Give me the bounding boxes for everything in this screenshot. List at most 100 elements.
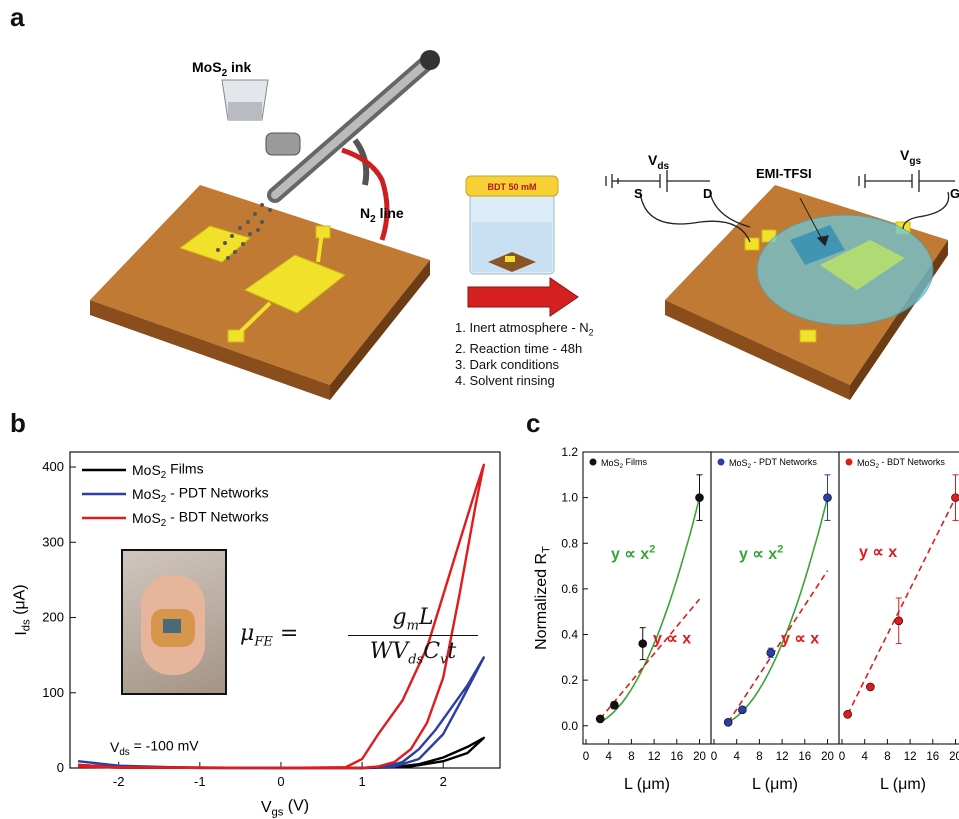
data-point-c: [723, 718, 733, 727]
x-tick-label-c: 8: [756, 751, 762, 763]
fit-line-c-1-0: [727, 497, 829, 723]
legend-marker-c-1: [717, 458, 725, 466]
panel-label-c: c: [526, 408, 541, 438]
n2-label-sub: 2: [370, 214, 376, 225]
x-tick-label-c: 0: [839, 751, 845, 763]
y-tick-label-c: 0.8: [561, 536, 578, 550]
x-tick-label-c: 8: [884, 751, 890, 763]
electrodes-left: [178, 225, 346, 343]
process-step-4: 4. Solvent rinsing: [455, 372, 555, 388]
gate-label: G: [950, 186, 959, 201]
fit-label-c-1-1: y ∝ x: [781, 631, 819, 648]
active-area-shape: [163, 619, 181, 633]
x-tick-label-c: 0: [711, 751, 717, 763]
svg-text:N2 line: N2 line: [360, 205, 404, 225]
x-axis-label-c-2: L (μm): [880, 776, 926, 793]
x-tick-label-c: 12: [648, 751, 661, 763]
electrolyte-drop: [756, 214, 934, 326]
bdt-jar-icon: [465, 175, 559, 275]
legend-label-c-0: MoS2 Films: [601, 457, 648, 470]
data-point-c: [843, 710, 852, 719]
y-tick-label-b: 0: [57, 760, 64, 775]
legend-label-b-1: MoS2 - PDT Networks: [132, 485, 269, 505]
panel-label-a: a: [10, 2, 25, 32]
fit-line-c-0-0: [599, 497, 701, 723]
fit-line-c-0-1: [599, 598, 701, 720]
schematic-panel-a: MoS2 ink N2 line BDT 50 mM: [90, 50, 959, 400]
y-tick-label-b: 400: [42, 459, 64, 474]
process-step-2: 2. Reaction time - 48h: [455, 340, 583, 356]
vds-annotation: Vds = -100 mV: [110, 738, 199, 758]
x-tick-label-b: -2: [113, 774, 125, 789]
x-tick-label-c: 4: [733, 751, 740, 763]
data-point-c: [595, 714, 605, 724]
y-tick-label-b: 200: [42, 610, 64, 625]
data-point-c: [823, 493, 832, 502]
ink-beaker-icon: [221, 79, 269, 121]
fit-label-c-2-0: y ∝ x: [859, 544, 897, 561]
fit-line-c-2-0: [846, 497, 957, 715]
x-tick-label-c: 4: [605, 751, 612, 763]
electrolyte-label: EMI-TFSI: [756, 166, 812, 181]
x-tick-label-b: 2: [440, 774, 447, 789]
panel-label-b: b: [10, 408, 26, 438]
y-tick-label-b: 300: [42, 534, 64, 549]
y-tick-label-c: 0.6: [561, 582, 578, 596]
data-point-c: [695, 493, 704, 502]
process-step-1: 1. Inert atmosphere - N2: [455, 320, 594, 338]
x-axis-label-b: Vgs (V): [261, 798, 309, 819]
data-point-c: [610, 700, 619, 710]
x-tick-label-c: 16: [670, 751, 683, 763]
process-steps: 1. Inert atmosphere - N2 2. Reaction tim…: [455, 320, 594, 389]
ink-label-sub: 2: [222, 68, 228, 79]
x-tick-label-c: 0: [583, 751, 589, 763]
jar-label: BDT 50 mM: [487, 182, 536, 192]
subplot-frame-c-0: [582, 451, 712, 745]
legend-marker-c-0: [589, 458, 597, 466]
data-point-c: [738, 705, 747, 715]
x-tick-label-c: 20: [949, 751, 959, 763]
x-tick-label-c: 12: [776, 751, 789, 763]
fit-label-c-1-0: y ∝ x2: [739, 543, 783, 563]
subplot-frame-c-2: [838, 451, 959, 745]
y-tick-label-c: 0.2: [561, 673, 578, 687]
process-step-3: 3. Dark conditions: [455, 356, 560, 372]
series-line-b-2: [78, 463, 485, 770]
svg-text:Vds: Vds: [648, 152, 669, 172]
chart-b-transfer-curves: -2 -1 0 1 2 0 100 200 300 400 MoS2 Films MoS2 - PDT…: [12, 451, 501, 819]
y-axis-label-b: Ids (μA): [12, 584, 33, 635]
drain-label: D: [703, 186, 712, 201]
device-photo-inset: [121, 549, 227, 695]
fit-label-c-0-0: y ∝ x2: [611, 543, 655, 563]
data-point-c: [766, 648, 776, 658]
data-point-c: [866, 682, 875, 692]
chart-c-resistance-vs-length: 0.0 0.2 0.4 0.6 0.8 1.0 1.2 Normalized RT 0 4 8 12 1…: [533, 445, 959, 793]
x-axis-label-c-0: L (μm): [624, 776, 670, 793]
fit-label-c-0-1: y ∝ x: [653, 631, 691, 648]
y-tick-label-c: 1.0: [561, 491, 578, 505]
legend-label-b-2: MoS2 - BDT Networks: [132, 509, 269, 529]
airbrush-icon: [265, 50, 440, 241]
circuit-wiring: [605, 170, 955, 247]
n2-label: N: [360, 205, 370, 221]
y-tick-label-c: 1.2: [561, 445, 578, 459]
x-tick-label-c: 20: [821, 751, 834, 763]
vds-label-sub: ds: [657, 161, 669, 172]
legend-label-b-0: MoS2 Films: [132, 461, 204, 481]
vgs-label-sub: gs: [909, 156, 921, 167]
y-axis-label-c: Normalized RT: [533, 546, 552, 650]
process-arrow-icon: [467, 277, 579, 317]
data-point-c: [951, 493, 959, 502]
x-tick-label-c: 16: [926, 751, 939, 763]
x-tick-label-b: -1: [194, 774, 206, 789]
vgs-label: V: [900, 147, 910, 163]
svg-text:Vgs: Vgs: [900, 147, 921, 167]
x-tick-label-c: 20: [693, 751, 706, 763]
legend-label-c-1: MoS2 - PDT Networks: [729, 457, 817, 470]
x-tick-label-c: 16: [798, 751, 811, 763]
x-tick-label-c: 8: [628, 751, 634, 763]
source-label: S: [634, 186, 643, 201]
legend-marker-c-2: [845, 458, 853, 466]
data-point-c: [638, 639, 648, 648]
legend-label-c-2: MoS2 - BDT Networks: [857, 457, 945, 470]
